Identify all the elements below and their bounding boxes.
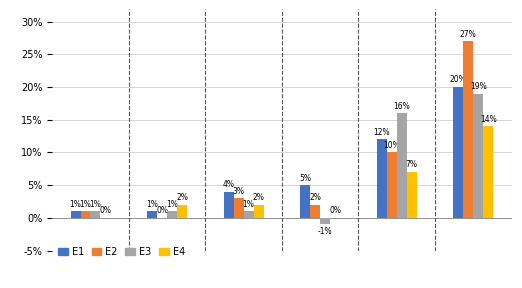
Bar	[70, 211, 80, 218]
Bar	[254, 205, 264, 218]
Bar	[147, 211, 157, 218]
Text: 0%: 0%	[156, 206, 168, 215]
Text: 0%: 0%	[99, 206, 111, 215]
Bar	[310, 205, 320, 218]
Bar	[407, 172, 417, 218]
Text: 2%: 2%	[176, 193, 188, 202]
Text: 1%: 1%	[79, 200, 91, 209]
Bar	[244, 211, 254, 218]
Text: 27%: 27%	[460, 30, 477, 39]
Text: 1%: 1%	[146, 200, 158, 209]
Bar	[454, 87, 464, 218]
Bar	[397, 113, 407, 218]
Text: -1%: -1%	[318, 227, 333, 236]
Bar	[377, 139, 387, 218]
Text: 1%: 1%	[69, 200, 81, 209]
Bar	[80, 211, 90, 218]
Bar	[224, 192, 234, 218]
Text: 19%: 19%	[470, 82, 487, 91]
Bar	[234, 198, 244, 218]
Text: 3%: 3%	[233, 187, 245, 196]
Bar	[464, 41, 473, 218]
Text: 1%: 1%	[89, 200, 101, 209]
Bar	[483, 126, 493, 218]
Text: 10%: 10%	[383, 141, 400, 150]
Bar	[90, 211, 100, 218]
Bar	[177, 205, 187, 218]
Text: 2%: 2%	[253, 193, 265, 202]
Text: 5%: 5%	[299, 174, 311, 183]
Text: 2%: 2%	[309, 193, 321, 202]
Text: 16%: 16%	[393, 102, 410, 111]
Legend: E1, E2, E3, E4: E1, E2, E3, E4	[57, 246, 186, 258]
Text: 4%: 4%	[223, 180, 235, 189]
Bar	[167, 211, 177, 218]
Bar	[300, 185, 310, 218]
Text: 14%: 14%	[480, 115, 496, 124]
Bar	[320, 218, 330, 224]
Text: 1%: 1%	[166, 200, 178, 209]
Text: 1%: 1%	[243, 200, 255, 209]
Text: 12%: 12%	[373, 128, 390, 137]
Text: 0%: 0%	[329, 206, 341, 215]
Text: 7%: 7%	[406, 160, 418, 169]
Bar	[387, 152, 397, 218]
Text: 20%: 20%	[450, 75, 467, 84]
Bar	[473, 94, 483, 218]
